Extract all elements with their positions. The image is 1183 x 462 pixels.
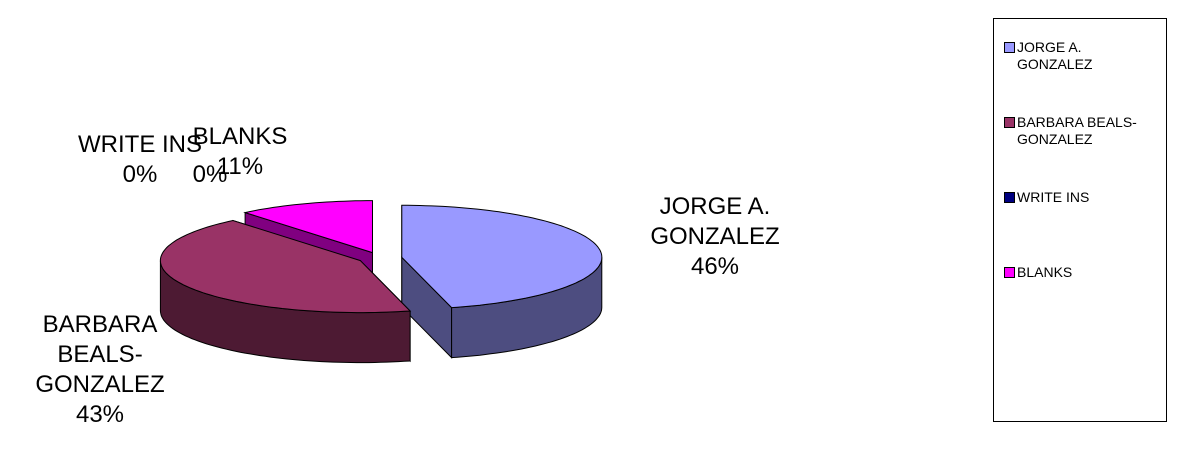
legend-entry: BARBARA BEALS-GONZALEZ [1004,114,1154,148]
data-label: JORGE A. GONZALEZ 46% [620,192,810,282]
pie-slice [243,200,373,254]
legend-swatch [1004,117,1015,128]
legend: JORGE A. GONZALEZ BARBARA BEALS-GONZALEZ W… [993,18,1167,422]
label-name: WRITE INS [78,131,202,158]
label-value: 43% [75,401,125,428]
pie-area [159,200,603,364]
label-value: 0% [122,161,158,188]
label-value: 46% [690,253,740,280]
label-value: 0% [192,161,228,188]
label-name: BARBARA BEALS-GONZALEZ [35,311,165,398]
data-label: BLANKS 11% [165,122,315,182]
legend-label: JORGE A. GONZALEZ [1017,39,1093,72]
legend-swatch [1004,192,1015,203]
legend-swatch [1004,42,1015,53]
legend-entry: BLANKS [1004,264,1154,281]
legend-label: WRITE INS [1017,189,1090,205]
legend-entry: WRITE INS [1004,189,1154,206]
pie-slice [401,204,603,309]
label-value: 11% [216,153,264,180]
legend-swatch [1004,267,1015,278]
legend-label: BLANKS [1017,264,1073,280]
label-name: JORGE A. GONZALEZ [650,193,780,250]
data-label: 0% [180,160,240,190]
data-label: BARBARA BEALS-GONZALEZ 43% [10,310,190,430]
legend-entry: JORGE A. GONZALEZ [1004,39,1154,73]
label-name: BLANKS [192,123,288,150]
legend-label: BARBARA BEALS-GONZALEZ [1017,114,1137,147]
pie-slice [159,219,412,314]
data-label: WRITE INS 0% [55,130,225,190]
